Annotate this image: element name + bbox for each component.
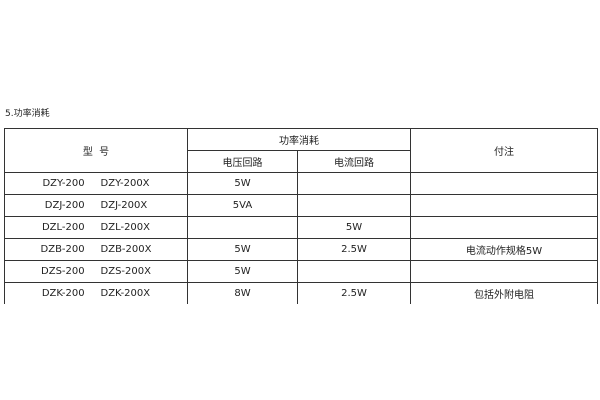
cell-current bbox=[297, 260, 411, 283]
cell-model: DZS-200 DZS-200X bbox=[4, 260, 188, 283]
cell-model: DZB-200 DZB-200X bbox=[4, 238, 188, 261]
cell-note bbox=[410, 172, 598, 195]
cell-voltage: 5VA bbox=[187, 194, 298, 217]
header-current: 电流回路 bbox=[297, 150, 411, 173]
header-power: 功率消耗 bbox=[187, 128, 411, 151]
cell-note: 电流动作规格5W bbox=[410, 238, 598, 261]
cell-note bbox=[410, 216, 598, 239]
cell-note bbox=[410, 260, 598, 283]
cell-voltage: 5W bbox=[187, 172, 298, 195]
table-row: DZL-200 DZL-200X 5W bbox=[4, 216, 598, 239]
cell-model: DZJ-200 DZJ-200X bbox=[4, 194, 188, 217]
cell-voltage: 5W bbox=[187, 260, 298, 283]
header-row: 型 号 功率消耗 付注 bbox=[4, 128, 598, 173]
cell-current: 2.5W bbox=[297, 238, 411, 261]
cell-current: 2.5W bbox=[297, 282, 411, 304]
cell-current bbox=[297, 172, 411, 195]
header-voltage: 电压回路 bbox=[187, 150, 298, 173]
table-row: DZK-200 DZK-200X 8W 2.5W 包括外附电阻 bbox=[4, 282, 598, 304]
cell-voltage: 8W bbox=[187, 282, 298, 304]
cell-note: 包括外附电阻 bbox=[410, 282, 598, 304]
section-title: 5.功率消耗 bbox=[5, 109, 50, 119]
table-row: DZJ-200 DZJ-200X 5VA bbox=[4, 194, 598, 217]
cell-voltage bbox=[187, 216, 298, 239]
table-row: DZS-200 DZS-200X 5W bbox=[4, 260, 598, 283]
cell-note bbox=[410, 194, 598, 217]
cell-current bbox=[297, 194, 411, 217]
header-model: 型 号 bbox=[4, 128, 188, 173]
cell-model: DZY-200 DZY-200X bbox=[4, 172, 188, 195]
cell-voltage: 5W bbox=[187, 238, 298, 261]
table-row: DZY-200 DZY-200X 5W bbox=[4, 172, 598, 195]
header-note: 付注 bbox=[410, 128, 598, 173]
table-row: DZB-200 DZB-200X 5W 2.5W 电流动作规格5W bbox=[4, 238, 598, 261]
cell-model: DZK-200 DZK-200X bbox=[4, 282, 188, 304]
cell-model: DZL-200 DZL-200X bbox=[4, 216, 188, 239]
subheader-row: 电压回路 电流回路 bbox=[5, 150, 598, 173]
cell-current: 5W bbox=[297, 216, 411, 239]
power-consumption-table: 型 号 功率消耗 付注 电压回路 电流回路 DZY-200 DZY-200X 5W… bbox=[4, 128, 598, 304]
